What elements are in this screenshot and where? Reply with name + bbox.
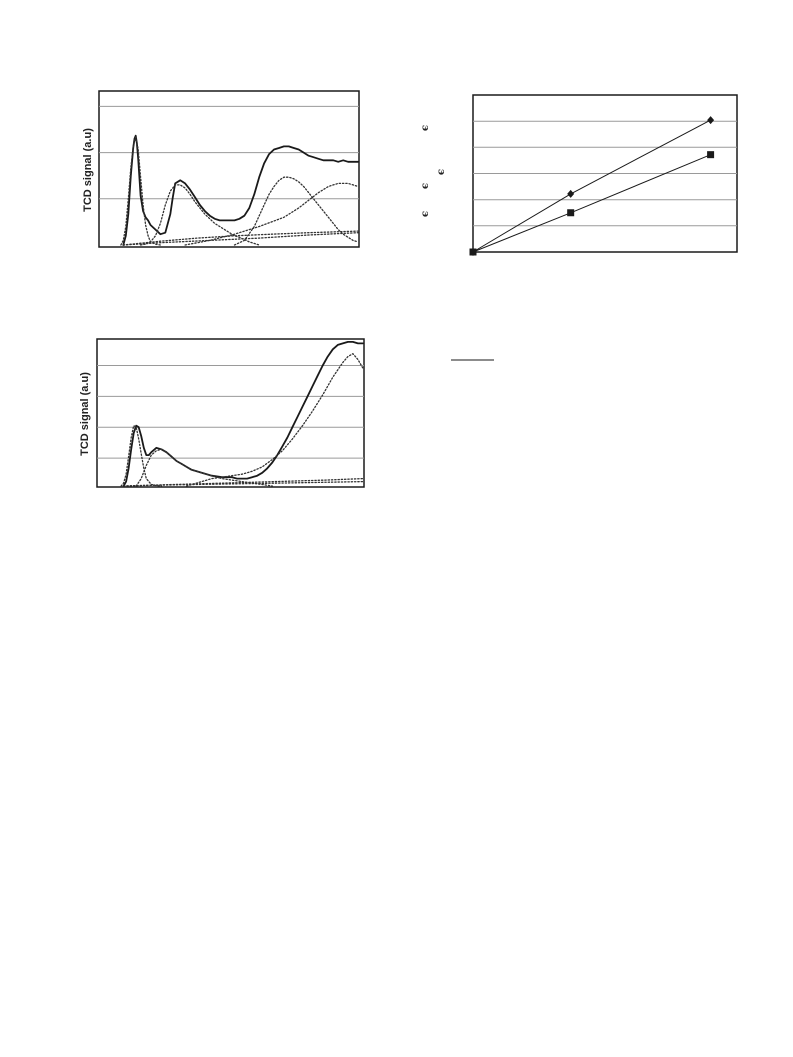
square-point-3 [707,151,715,159]
diamond-point-3 [707,116,715,125]
measured-curve-1 [122,340,364,487]
series-group [469,116,715,256]
gridlines [473,120,737,227]
plot-frame [96,338,365,488]
series-line-square [472,154,711,253]
fit-curve-3 [135,448,273,487]
fit-curve-3 [139,184,260,246]
fit-curve-6 [122,230,359,246]
square-point-1 [469,248,477,256]
fit-curve-4 [185,353,364,487]
gridlines [97,364,364,459]
chart-linear-top-right: є є є є [420,94,738,256]
chart-tpr-bottom-left: TCD signal (a.u) [79,338,365,488]
glyph-mark-1: є [420,125,431,131]
chart-tpr-top-left: TCD signal (a.u) [82,90,360,248]
diamond-point-2 [567,189,575,198]
plot-frame [98,90,360,248]
fit-curve-5 [184,182,359,246]
glyph-mark-3: є [420,183,431,189]
fit-curve-2 [120,425,163,487]
fit-curve-6 [122,477,364,487]
y-axis-label: TCD signal (a.u) [82,128,94,212]
fit-curve-7 [122,232,359,246]
series-group [120,340,364,487]
glyph-mark-2: є [436,169,447,175]
glyph-mark-4: є [420,211,431,217]
series-line-diamond [472,119,711,253]
fit-curve-2 [120,136,162,246]
fit-curve-4 [233,176,359,246]
series-group [120,134,359,246]
y-axis-label: TCD signal (a.u) [79,372,91,456]
square-point-2 [567,209,575,217]
measured-curve-1 [122,134,359,246]
